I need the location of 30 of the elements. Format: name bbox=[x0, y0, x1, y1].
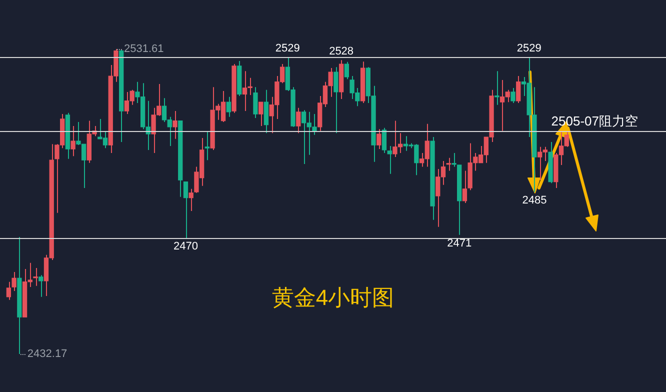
annotation: 2529 bbox=[275, 42, 300, 55]
text: 黄金4小时图 bbox=[272, 285, 394, 310]
candlestick bbox=[172, 110, 178, 140]
annotation: 2471 bbox=[447, 237, 472, 250]
candlestick bbox=[253, 86, 258, 119]
annotation: 2485 bbox=[522, 194, 547, 206]
candlestick bbox=[226, 96, 231, 118]
candlestick bbox=[258, 102, 264, 127]
candlestick bbox=[204, 131, 210, 161]
candlestick bbox=[510, 87, 516, 104]
candlestick bbox=[38, 274, 44, 298]
candlestick bbox=[376, 128, 382, 150]
candlestick bbox=[334, 66, 338, 134]
candlestick bbox=[264, 89, 269, 134]
ref-line-label: 2505-07阻力空 bbox=[551, 114, 638, 129]
candlestick bbox=[33, 268, 38, 286]
annotation: 2470 bbox=[173, 240, 198, 252]
candlestick bbox=[387, 145, 392, 174]
annotation: 2432.17 bbox=[27, 348, 68, 360]
candlestick bbox=[70, 126, 76, 157]
annotation: 2528 bbox=[329, 46, 354, 58]
candlestick bbox=[344, 61, 350, 80]
annotation: 2531.61 bbox=[124, 43, 164, 56]
candlestick bbox=[516, 76, 521, 104]
candlestick bbox=[452, 152, 456, 168]
candlestick bbox=[188, 188, 194, 212]
candlestick bbox=[382, 127, 387, 154]
candlestick bbox=[183, 181, 188, 238]
annotation: 2529 bbox=[516, 42, 542, 55]
candlestick bbox=[296, 107, 301, 134]
